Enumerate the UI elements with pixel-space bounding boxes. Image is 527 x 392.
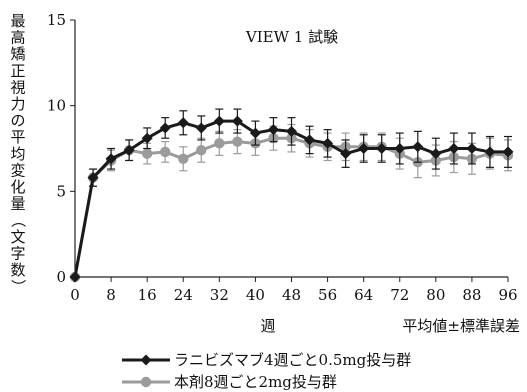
y-axis-ticks: 0 5 10 15: [47, 11, 75, 286]
legend-label: 本剤8週ごと2mg投与群: [174, 373, 337, 391]
y-axis-label-char: 文: [10, 228, 25, 246]
series-ranibizumab: [69, 108, 514, 283]
chart-title: VIEW 1 試験: [245, 28, 338, 46]
data-point: [394, 143, 406, 154]
x-tick-label: 24: [174, 286, 193, 304]
y-axis-label-char: 変: [10, 161, 25, 179]
legend-item: 本剤8週ごと2mg投与群: [122, 373, 337, 391]
x-tick-label: 56: [318, 286, 337, 304]
x-tick-label: 16: [138, 286, 157, 304]
y-axis-label-char: 視: [10, 78, 25, 96]
data-point: [412, 141, 424, 153]
y-axis-label-char: の: [10, 112, 25, 130]
series-layer: [69, 108, 514, 283]
x-tick-label: 40: [246, 286, 265, 304]
x-tick-label: 88: [462, 286, 481, 304]
x-axis-label: 週: [260, 317, 275, 335]
y-axis-label-char: 正: [10, 62, 25, 80]
data-point: [178, 153, 189, 164]
data-point: [448, 143, 460, 154]
data-point: [231, 115, 243, 127]
y-axis-label-char: ）: [9, 279, 27, 294]
x-tick-label: 0: [70, 286, 80, 304]
y-axis-label-char: 高: [10, 29, 25, 47]
y-tick-label: 0: [56, 268, 66, 286]
y-axis-label-char: 化: [10, 178, 25, 196]
data-point: [159, 122, 171, 134]
data-point: [466, 143, 478, 154]
data-point: [232, 136, 243, 147]
data-point: [141, 148, 153, 159]
x-tick-label: 96: [498, 286, 517, 304]
y-axis-label-char: 最: [10, 12, 25, 30]
y-tick-label: 15: [47, 11, 66, 29]
y-tick-label: 10: [47, 97, 66, 115]
error-note: 平均値±標準誤差: [402, 317, 520, 335]
y-axis-label-char: 矯: [10, 45, 25, 63]
legend-marker: [140, 376, 152, 388]
data-point: [502, 146, 514, 158]
data-point: [322, 137, 334, 149]
x-tick-label: 32: [210, 286, 229, 304]
x-tick-label: 80: [426, 286, 445, 304]
data-point: [430, 148, 442, 160]
data-point: [286, 125, 297, 137]
x-tick-label: 8: [106, 286, 116, 304]
data-point: [69, 271, 81, 283]
data-point: [376, 143, 388, 154]
y-axis-label-char: 均: [10, 145, 25, 163]
data-point: [214, 138, 225, 149]
data-point: [340, 148, 352, 160]
data-point: [267, 124, 279, 136]
y-axis-label-char: 数: [10, 261, 25, 279]
data-point: [196, 145, 207, 156]
x-axis-ticks: 0 8 16 24 32 40 48 56 64 72 80 88 96: [70, 277, 518, 304]
data-point: [141, 132, 153, 144]
legend-label: ラニビズマブ4週ごと0.5mg投与群: [174, 351, 411, 369]
y-axis-label-char: 平: [10, 128, 25, 146]
series-aflibercept: [69, 123, 514, 283]
x-tick-label: 64: [354, 286, 373, 304]
data-point: [195, 122, 207, 134]
y-tick-label: 5: [56, 182, 66, 200]
y-axis-label-char: （: [9, 213, 27, 228]
data-point: [304, 134, 316, 146]
data-point: [484, 146, 496, 158]
x-tick-label: 48: [282, 286, 301, 304]
data-point: [249, 127, 261, 139]
data-point: [177, 117, 189, 129]
y-axis-label-char: 力: [10, 95, 25, 113]
data-point: [123, 144, 135, 156]
data-point: [358, 143, 370, 154]
x-tick-label: 72: [390, 286, 409, 304]
data-point: [105, 153, 117, 165]
series-line: [73, 136, 509, 278]
data-point: [160, 146, 171, 158]
data-point: [213, 115, 225, 127]
legend-item: ラニビズマブ4週ごと0.5mg投与群: [122, 351, 411, 369]
y-axis-label-char: 字: [10, 244, 25, 262]
y-axis-label-char: 量: [10, 195, 25, 213]
legend-marker: [140, 354, 152, 366]
data-point: [87, 172, 99, 184]
